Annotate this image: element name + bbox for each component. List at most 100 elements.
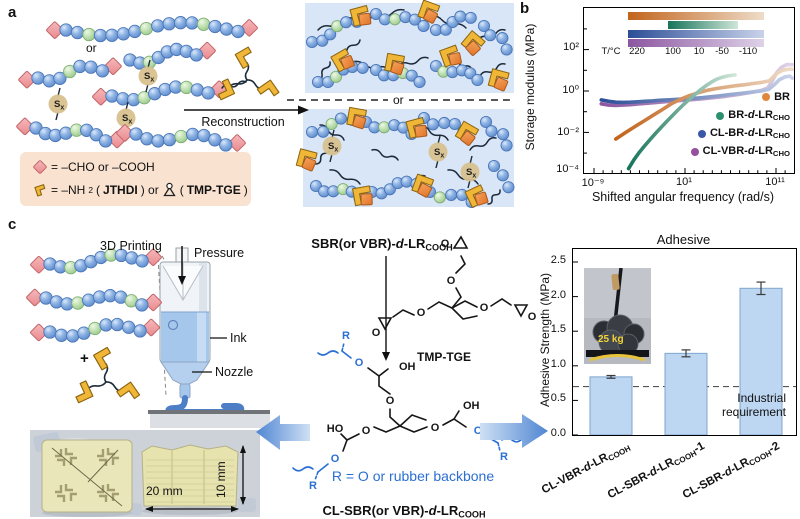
pressure-label: Pressure — [194, 246, 245, 260]
temp-tick-100: 100 — [665, 46, 681, 57]
adhesive-bar-chart: 25 kg Industrial requirement — [572, 248, 797, 436]
weight-label: 25 kg — [598, 334, 624, 345]
legend-paren2: ( — [179, 183, 184, 197]
panel-c-right: Adhesive Adhesive Strength (MPa) 25 kg I… — [530, 210, 800, 519]
atom-O: O — [372, 327, 381, 339]
temp-tick-220: 220 — [629, 46, 645, 57]
or-label-top: or — [86, 41, 97, 55]
atom-OH: OH — [399, 361, 416, 373]
bar-ytick-1.5: 1.5 — [550, 323, 566, 335]
rheology-y-axis-label: Storage modulus (MPa) — [523, 23, 537, 151]
rheology-curves — [584, 28, 794, 173]
height-dimension-label: 10 mm — [214, 461, 228, 498]
legend-jthdi: JTHDI — [103, 183, 138, 197]
temp-tick--110: -110 — [738, 46, 758, 57]
atom-R: R — [309, 480, 317, 492]
atom-O: O — [431, 422, 440, 434]
temperature-gradient-bar — [628, 12, 764, 20]
yellow-strap — [589, 354, 646, 362]
nozzle-label: Nozzle — [215, 365, 254, 379]
svg-text:Sx: Sx — [144, 71, 154, 84]
reactant-name: SBR(or VBR)-d-LRCOOH — [311, 236, 453, 253]
atom-O: O — [480, 302, 489, 314]
temperature-gradient-bar — [628, 39, 764, 47]
legend-dot-CL-BR-d-LRCHO — [697, 129, 706, 138]
atom-OH: OH — [463, 400, 480, 412]
temperature-gradient-bar — [628, 30, 764, 38]
legend-or: ) or — [140, 183, 159, 197]
printing-title: 3D Printing — [100, 239, 162, 253]
x-tick-1e11: 10¹¹ — [765, 176, 785, 188]
legend-dot-CL-VBR-d-LRCHO — [690, 147, 699, 156]
atom-O: O — [362, 425, 371, 437]
right-block-arrow — [480, 414, 548, 448]
bar-ytick-1.0: 1.0 — [550, 358, 566, 370]
y-tick-1e0: 10⁰ — [562, 84, 579, 96]
legend-row-crosslinker: = –NH 2 (JTHDI) or (TMP-TGE) — [32, 182, 248, 198]
width-dimension-label: 20 mm — [146, 484, 183, 498]
legend-entry-BR-d-LRCHO: BR-d-LRCHO — [716, 109, 790, 122]
product-name: CL-SBR(or VBR)-d-LRCOOH — [322, 503, 486, 519]
temp-tick--50: -50 — [715, 46, 729, 57]
r-definition: R = O or rubber backbone — [331, 468, 495, 484]
svg-text:Sx: Sx — [328, 141, 338, 154]
y-tick-1e-4: 10⁻⁴ — [556, 163, 579, 175]
bar-chart-title: Adhesive — [656, 232, 711, 247]
legend-row-diamond: = –CHO or –COOH — [32, 159, 155, 175]
epoxide-icon — [163, 182, 176, 197]
atom-R: R — [500, 451, 508, 463]
atom-R: R — [342, 330, 350, 342]
diamond-icon — [33, 160, 47, 174]
svg-text:Sx: Sx — [54, 99, 64, 112]
svg-text:Sx: Sx — [434, 147, 444, 160]
x-tick-1e-9: 10⁻⁹ — [581, 177, 605, 189]
product-structure-black — [340, 367, 467, 452]
panel-c-middle: O O O O O O O OH O R O HO O R O — [255, 210, 555, 519]
legend-entry-CL-BR-d-LRCHO: CL-BR-d-LRCHO — [697, 127, 790, 140]
y-tick-1e2: 10² — [563, 41, 579, 53]
atom-O-blue: O — [331, 453, 340, 465]
tmp-tge-structure — [377, 235, 529, 331]
y-tick-1e-2: 10⁻² — [557, 126, 579, 138]
bar-ytick-0.5: 0.5 — [550, 392, 566, 404]
temp-scale-label: T/°C — [601, 46, 621, 57]
panel-c-label: c — [8, 216, 17, 233]
legend-box: = –CHO or –COOH = –NH 2 (JTHDI) or (TMP-T… — [20, 152, 251, 206]
legend-diamond-text: = –CHO or –COOH — [51, 160, 155, 174]
legend-nh-sub: 2 — [88, 185, 94, 195]
weight-test-photo: 25 kg — [584, 268, 651, 364]
atom-O: O — [386, 395, 395, 407]
panel-b: b Storage modulus (MPa) T/°C 220 100 10 … — [515, 0, 800, 210]
svg-text:Sx: Sx — [466, 167, 476, 180]
atom-O: O — [417, 307, 426, 319]
temp-tick-10: 10 — [693, 46, 705, 57]
atom-O: O — [441, 238, 450, 250]
bar-ytick-2.5: 2.5 — [550, 254, 566, 266]
or-label-mid: or — [388, 93, 409, 107]
extruded-filament — [165, 395, 245, 415]
panel-b-label: b — [520, 0, 530, 17]
bar-ytick-2.0: 2.0 — [550, 289, 566, 301]
legend-paren3: ) — [243, 183, 248, 197]
plus-sign: + — [80, 350, 89, 367]
panel-a-label: a — [8, 4, 17, 21]
hanging-rod — [613, 268, 623, 324]
bar-ytick-0.0: 0.0 — [550, 427, 566, 439]
bar-chart-canvas — [573, 261, 796, 435]
industrial-requirement-note: Industrial requirement — [721, 391, 786, 419]
reconstruction-label: Reconstruction — [201, 115, 285, 129]
leader-dashed-2 — [157, 257, 167, 397]
svg-text:Sx: Sx — [122, 113, 132, 126]
printed-samples-photo — [30, 430, 260, 517]
legend-paren1: ( — [96, 183, 101, 197]
temperature-gradient-bar — [668, 21, 738, 29]
reconstruction-arrowhead — [298, 105, 309, 115]
legend-entry-BR: BR — [762, 91, 790, 103]
tmp-tge-label: TMP-TGE — [417, 350, 471, 364]
polymer-schematic-illustration: Sx Sx Sx Sx Sx Sx — [16, 0, 515, 209]
x-tick-1e1: 10¹ — [676, 176, 692, 188]
legend-nh-text: = –NH — [51, 183, 86, 197]
rheology-plot: T/°C 220 100 10 -50 -110 BR BR-d-LRCHO C… — [583, 7, 795, 174]
ink-label: Ink — [230, 331, 247, 345]
